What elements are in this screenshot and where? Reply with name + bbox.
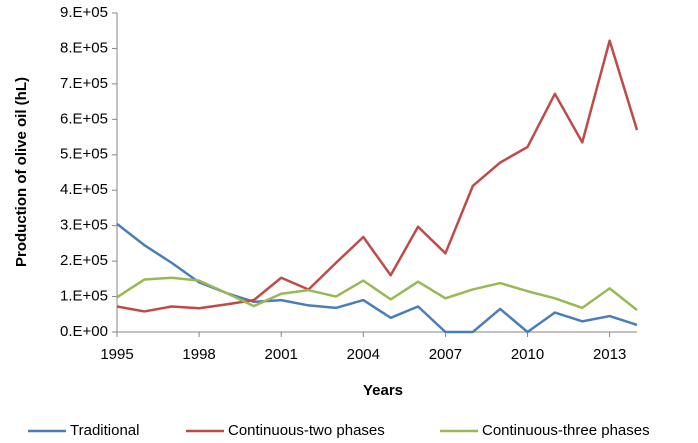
y-tick-label: 1.E+05 <box>60 288 108 305</box>
series-line <box>116 276 638 312</box>
x-tick-label: 2001 <box>265 346 298 363</box>
y-tick-label: 4.E+05 <box>60 181 108 198</box>
y-axis-label: Production of olive oil (hL) <box>13 77 30 267</box>
legend-label: Continuous-two phases <box>228 422 385 439</box>
y-tick-label: 2.E+05 <box>60 252 108 269</box>
x-axis-label: Years <box>363 382 403 399</box>
legend-label: Continuous-three phases <box>482 422 650 439</box>
y-tick-label: 8.E+05 <box>60 39 108 56</box>
x-tick-label: 1998 <box>182 346 215 363</box>
x-tick-label: 2004 <box>347 346 380 363</box>
y-tick-label: 5.E+05 <box>60 146 108 163</box>
x-tick-label: 2007 <box>429 346 462 363</box>
x-tick-label: 1995 <box>100 346 133 363</box>
y-tick-label: 6.E+05 <box>60 110 108 127</box>
x-tick-label: 2010 <box>511 346 544 363</box>
y-tick-label: 3.E+05 <box>60 217 108 234</box>
y-tick-label: 0.E+00 <box>60 323 108 340</box>
y-tick-label: 9.E+05 <box>60 4 108 21</box>
series-line <box>116 39 639 313</box>
series-line <box>116 222 638 334</box>
y-tick-label: 7.E+05 <box>60 75 108 92</box>
x-tick-label: 2013 <box>593 346 626 363</box>
legend-label: Traditional <box>70 422 139 439</box>
